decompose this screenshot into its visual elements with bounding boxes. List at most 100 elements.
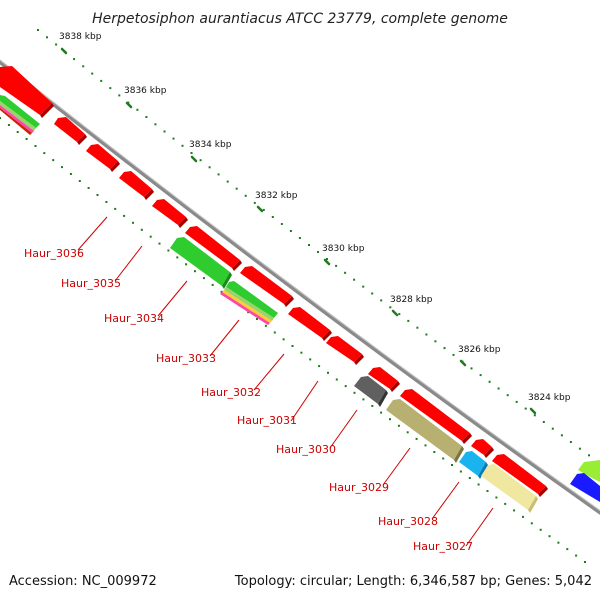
inner-guide-dot [176,256,179,259]
outer-guide-dot [389,306,392,309]
gene-feature-3028a [368,367,398,389]
gene-label-3030: Haur_3030 [276,443,336,456]
outer-guide-dot [190,152,193,154]
outer-guide-dot [46,36,48,39]
olive-feature [386,399,462,460]
inner-guide-dot [468,477,471,479]
outer-guide-dot [452,353,455,356]
outer-guide-dot [82,65,85,68]
outer-guide-dot [515,400,518,403]
gene-feature-3037 [0,66,52,115]
tick-label-3824: 3824 kbp [528,393,571,403]
tick-label-3832: 3832 kbp [255,191,298,201]
accession-text: Accession: NC_009972 [9,574,157,589]
outer-guide-dot [533,414,536,417]
inner-guide-dot [362,398,365,401]
outer-guide-dot [91,72,94,75]
outer-guide-dot [226,180,229,183]
outer-guide-dot [398,313,401,316]
inner-guide-dot [167,249,170,252]
inner-guide-dot [114,207,117,210]
gene-feature-3029a [326,336,362,362]
gene-feature-3027a [400,389,470,441]
outer-guide-dot [380,299,383,302]
outer-guide-dot [73,58,76,61]
gene-feature-3035 [86,144,118,169]
tick-label-3836: 3836 kbp [124,86,167,96]
inner-guide-dot [96,194,99,196]
inner-guide-dot [389,418,391,421]
inner-guide-dot [344,385,347,388]
inner-guide-dot [380,411,383,414]
outer-guide-dot [470,367,473,370]
outer-guide-dot [271,216,274,218]
green-feature [170,237,230,286]
outer-guide-dot [326,258,328,260]
outer-guide-dot [262,208,265,211]
inner-guide-dot [7,124,10,126]
outer-guide-dot [551,427,554,430]
inner-guide-dot [140,228,143,231]
inner-guide-dot [575,554,578,557]
inner-guide-dot [149,235,152,238]
gene-feature-3036 [54,117,85,142]
gene-feature-3025 [492,454,546,494]
gene-feature-3026 [471,439,492,455]
gene-label-3029: Haur_3029 [329,481,389,494]
inner-guide-dot [353,391,356,394]
outer-guide-dot [308,244,310,246]
outer-guide-dot [524,407,527,410]
gene-feature-3030 [288,307,330,338]
inner-guide-dot [335,378,338,381]
inner-guide-dot [87,187,90,189]
inner-guide-dot [522,515,524,518]
inner-guide-dot [442,457,445,460]
gene-label-3034: Haur_3034 [104,312,164,325]
inner-guide-dot [211,283,214,286]
inner-guide-dot [123,214,126,217]
gene-label-3032: Haur_3032 [201,386,261,399]
inner-guide-dot [459,470,462,473]
inner-guide-dot [548,535,551,538]
tick-label-3838: 3838 kbp [59,32,102,42]
inner-guide-dot [69,173,72,175]
inner-guide-dot [557,541,560,544]
gray-feature [354,376,386,404]
outer-guide-dot [298,237,301,239]
colored-subfeature [0,95,40,128]
inner-guide-dot [539,528,542,531]
outer-guide-dot [542,421,545,423]
inner-guide-dot [282,338,285,341]
inner-guide-dot [477,483,480,486]
outer-guide-dot [118,94,121,97]
outer-guide-dot [217,173,220,176]
inner-guide-dot [0,117,1,119]
inner-guide-dot [202,277,205,280]
outer-guide-dot [100,79,103,82]
outer-guide-dot [560,434,563,437]
outer-guide-dot [479,374,482,377]
tick-guides [0,29,599,563]
outer-guide-dot [569,441,572,443]
outer-guide-dot [289,230,292,232]
inner-guide-dot [158,242,161,245]
gene-label-3031: Haur_3031 [237,414,297,427]
inner-guide-dot [566,548,569,551]
outer-guide-dot [362,285,365,288]
tick-label-3834: 3834 kbp [189,140,232,150]
outer-guide-dot [588,454,590,457]
tick-labels: 3838 kbp 3836 kbp 3834 kbp 3832 kbp 3830… [59,32,571,403]
blue-feature [570,473,600,502]
outer-guide-dot [253,201,256,204]
inner-guide-dot [433,451,436,453]
outer-guide-dot [344,271,347,274]
inner-guide-dot [513,509,516,512]
inner-guide-dot [256,318,258,320]
inner-guide-dot [194,270,196,273]
gene-label-3036: Haur_3036 [24,247,84,260]
inner-guide-dot [52,159,55,162]
map-title: Herpetosiphon aurantiacus ATCC 23779, co… [92,11,508,27]
inner-guide-dot [584,561,586,563]
striped-subfeature [226,281,278,318]
